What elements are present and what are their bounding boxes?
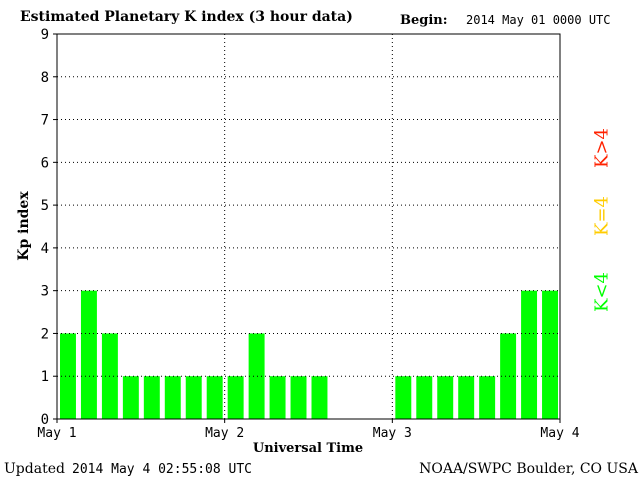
kp-bar (542, 290, 558, 419)
kp-bar (458, 376, 475, 419)
kp-bar (143, 376, 160, 419)
kp-bar (479, 376, 496, 419)
kp-bar (227, 376, 244, 419)
kp-bar (206, 376, 223, 419)
kp-bar (60, 333, 76, 419)
credit-text: NOAA/SWPC Boulder, CO USA (419, 461, 638, 477)
y-tick-label: 9 (41, 27, 49, 43)
kp-bar (269, 376, 286, 419)
begin-value: 2014 May 01 0000 UTC (466, 13, 611, 27)
y-tick-label: 4 (41, 241, 49, 257)
kp-bar (500, 333, 517, 419)
x-tick-label: May 3 (373, 426, 412, 441)
kp-bar (248, 333, 265, 419)
x-tick-label: May 2 (205, 426, 244, 441)
y-tick-label: 8 (41, 70, 49, 86)
chart-title: Estimated Planetary K index (3 hour data… (20, 9, 353, 25)
y-tick-label: 1 (41, 369, 49, 385)
updated-value: 2014 May 4 02:55:08 UTC (72, 462, 253, 477)
begin-label: Begin: (400, 13, 448, 28)
kp-bar (185, 376, 202, 419)
y-tick-label: 0 (41, 412, 49, 428)
kp-bar (521, 290, 538, 419)
plot-frame (56, 33, 561, 420)
kp-bar (290, 376, 307, 419)
kp-bar (80, 290, 97, 419)
y-axis-label: Kp index (16, 191, 32, 261)
x-tick-label: May 1 (37, 426, 76, 441)
kp-bar (416, 376, 433, 419)
x-tick-label: May 4 (540, 426, 579, 441)
kp-bar (437, 376, 454, 419)
y-tick-label: 2 (41, 326, 49, 342)
kp-bar (122, 376, 139, 419)
legend-high: K>4 (591, 128, 613, 168)
y-tick-label: 5 (41, 198, 49, 214)
updated-label: Updated (4, 461, 65, 477)
kp-bar (164, 376, 181, 419)
legend-mid: K=4 (591, 196, 613, 236)
kp-bar (395, 376, 412, 419)
x-axis-label: Universal Time (252, 441, 364, 456)
y-tick-label: 3 (41, 284, 49, 300)
y-tick-label: 6 (41, 155, 49, 171)
kp-bar (311, 376, 328, 419)
y-tick-label: 7 (41, 113, 49, 129)
legend-low: K<4 (591, 272, 613, 312)
